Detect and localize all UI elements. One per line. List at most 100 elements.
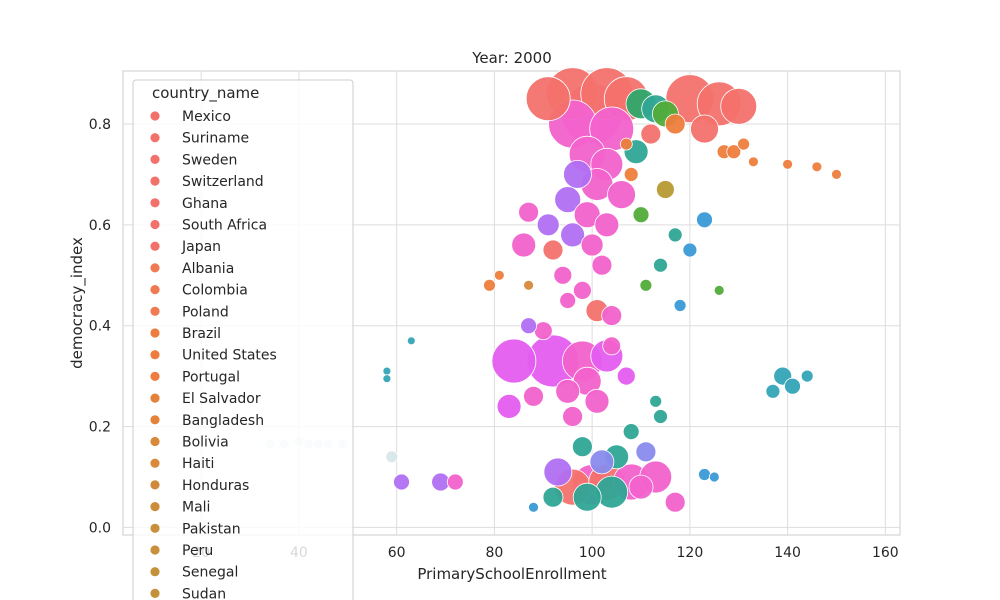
legend-label: Sudan: [182, 586, 226, 600]
chart-title: Year: 2000: [471, 49, 552, 67]
legend-label: United States: [182, 348, 277, 364]
legend-label: Ghana: [182, 196, 228, 212]
y-axis-label: democracy_index: [68, 237, 87, 369]
legend-entry: El Salvador: [149, 391, 261, 407]
y-tick-label: 0.4: [89, 319, 111, 335]
data-point: [559, 292, 577, 309]
legend-entry: Bolivia: [149, 435, 229, 451]
legend-label: Pakistan: [182, 521, 241, 537]
x-tick-label: 80: [485, 545, 503, 561]
data-point: [491, 338, 537, 384]
data-point: [601, 305, 623, 327]
legend-marker: [149, 240, 161, 252]
legend-label: Albania: [182, 261, 234, 277]
data-point: [607, 180, 636, 210]
legend-entry: Albania: [149, 261, 234, 277]
data-point: [555, 378, 581, 404]
legend-entry: United States: [149, 348, 277, 364]
legend-label: South Africa: [182, 218, 267, 234]
legend-marker: [149, 392, 161, 404]
legend-entry: Senegal: [149, 565, 238, 581]
data-point: [708, 471, 720, 483]
data-point: [518, 201, 539, 223]
y-tick-labels: 0.0 0.2 0.4 0.6 0.8: [89, 117, 111, 536]
data-point: [682, 242, 698, 258]
data-point: [690, 114, 719, 144]
legend-label: Switzerland: [182, 174, 264, 190]
data-point: [562, 406, 583, 427]
data-point: [563, 159, 592, 189]
legend-marker: [149, 284, 161, 296]
legend-marker: [149, 457, 161, 469]
data-point: [572, 436, 593, 458]
data-point: [628, 474, 654, 500]
data-points: [264, 67, 842, 513]
data-point: [748, 156, 759, 168]
data-point: [713, 284, 725, 296]
data-point: [698, 468, 711, 481]
data-point: [589, 449, 615, 475]
legend-entry: Japan: [149, 239, 221, 255]
legend-marker: [149, 110, 161, 122]
legend-marker: [149, 544, 161, 556]
data-point: [635, 441, 657, 463]
legend-marker: [149, 436, 161, 447]
legend-label: Peru: [182, 543, 213, 559]
data-point: [765, 383, 781, 399]
legend-entries: Mexico Suriname Sweden Switzerland Ghana Sout…: [149, 109, 277, 600]
legend-entry: Ghana: [149, 196, 228, 212]
x-tick-label: 140: [774, 545, 801, 561]
y-tick-label: 0.6: [89, 218, 111, 234]
y-tick-label: 0.2: [89, 420, 111, 436]
legend-entry: Mali: [149, 500, 210, 516]
data-point: [649, 394, 663, 408]
legend-label: El Salvador: [182, 391, 261, 407]
data-point: [406, 336, 416, 346]
legend-marker: [149, 370, 161, 382]
legend-marker: [149, 219, 161, 230]
legend-marker: [149, 566, 161, 578]
data-point: [554, 186, 582, 214]
data-point: [784, 377, 801, 395]
legend-entry: Mexico: [149, 109, 231, 125]
legend-label: Colombia: [182, 283, 248, 299]
x-tick-label: 60: [388, 545, 406, 561]
legend-marker: [149, 175, 161, 187]
data-point: [560, 222, 585, 248]
legend-marker: [149, 501, 161, 513]
data-point: [594, 212, 620, 238]
x-tick-label: 120: [677, 545, 704, 561]
legend-entry: Portugal: [149, 369, 240, 385]
data-point: [493, 269, 505, 281]
data-point: [553, 265, 573, 285]
legend-entry: Pakistan: [149, 521, 241, 537]
data-point: [664, 491, 686, 513]
legend-label: Bangladesh: [182, 413, 264, 429]
data-point: [525, 76, 571, 122]
legend-marker: [149, 522, 161, 534]
data-point: [640, 123, 662, 145]
legend-marker: [149, 349, 161, 361]
data-point: [664, 113, 686, 135]
data-point: [483, 278, 496, 292]
y-tick-label: 0.0: [89, 520, 111, 536]
x-tick-label: 100: [579, 545, 606, 561]
data-point: [591, 254, 613, 276]
legend-label: Sweden: [182, 152, 237, 168]
legend-title: country_name: [152, 84, 259, 103]
data-point: [446, 473, 464, 491]
legend-label: Bolivia: [182, 435, 229, 451]
legend-marker: [149, 132, 161, 144]
legend-label: Suriname: [182, 131, 249, 147]
legend-marker: [149, 588, 161, 599]
legend-label: Poland: [182, 304, 229, 320]
legend-label: Mali: [182, 500, 210, 516]
legend-marker: [149, 305, 161, 317]
data-point: [536, 213, 560, 237]
data-point: [782, 158, 793, 170]
legend-box: [132, 79, 354, 600]
data-point: [385, 450, 399, 464]
legend-entry: Haiti: [149, 456, 214, 472]
data-point: [580, 233, 604, 257]
legend-entry: Peru: [149, 543, 213, 559]
